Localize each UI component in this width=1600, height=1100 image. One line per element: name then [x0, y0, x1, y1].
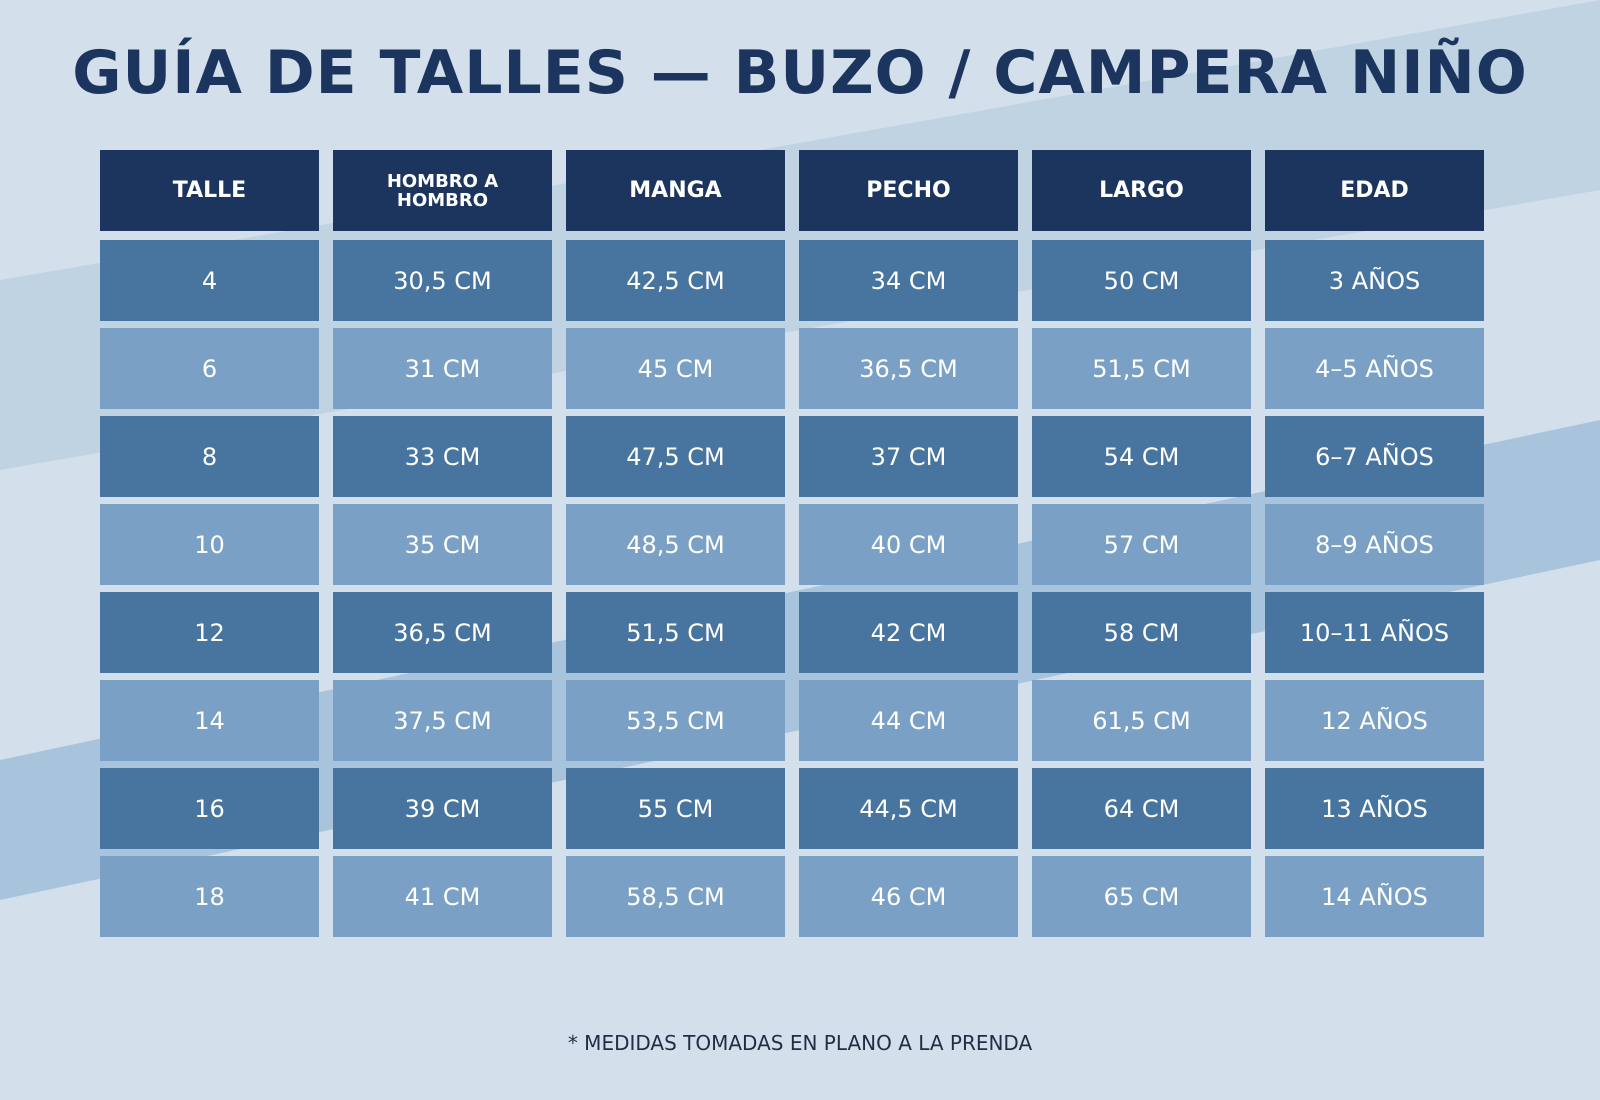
table-cell: 33 CM: [333, 416, 552, 497]
table-cell: 4–5 AÑOS: [1265, 328, 1484, 409]
table-cell: 39 CM: [333, 768, 552, 849]
title: GUÍA DE TALLES — BUZO / CAMPERA NIÑO: [72, 38, 1528, 108]
table-cell: 8–9 AÑOS: [1265, 504, 1484, 585]
table-cell: 12 AÑOS: [1265, 680, 1484, 761]
table-cell: 36,5 CM: [799, 328, 1018, 409]
table-cell: 47,5 CM: [566, 416, 785, 497]
table-cell: 50 CM: [1032, 240, 1251, 321]
table-cell: 36,5 CM: [333, 592, 552, 673]
table-cell: 10: [100, 504, 319, 585]
table-cell: 48,5 CM: [566, 504, 785, 585]
footnote: * MEDIDAS TOMADAS EN PLANO A LA PRENDA: [567, 1031, 1033, 1055]
table-cell: 51,5 CM: [1032, 328, 1251, 409]
table-cell: 37,5 CM: [333, 680, 552, 761]
table-cell: 46 CM: [799, 856, 1018, 937]
table-cell: 30,5 CM: [333, 240, 552, 321]
table-cell: 64 CM: [1032, 768, 1251, 849]
table-cell: 58 CM: [1032, 592, 1251, 673]
table-cell: 37 CM: [799, 416, 1018, 497]
table-cell: 12: [100, 592, 319, 673]
table-cell: 18: [100, 856, 319, 937]
table-cell: 6: [100, 328, 319, 409]
column-header: HOMBRO A HOMBRO: [333, 150, 552, 231]
table-cell: 44,5 CM: [799, 768, 1018, 849]
table-cell: 35 CM: [333, 504, 552, 585]
column-header: TALLE: [100, 150, 319, 231]
table-cell: 65 CM: [1032, 856, 1251, 937]
table-cell: 16: [100, 768, 319, 849]
column-header: MANGA: [566, 150, 785, 231]
column-header: PECHO: [799, 150, 1018, 231]
table-cell: 3 AÑOS: [1265, 240, 1484, 321]
table-cell: 4: [100, 240, 319, 321]
table-cell: 31 CM: [333, 328, 552, 409]
table-cell: 57 CM: [1032, 504, 1251, 585]
table-cell: 53,5 CM: [566, 680, 785, 761]
table-cell: 55 CM: [566, 768, 785, 849]
table-cell: 54 CM: [1032, 416, 1251, 497]
table-cell: 8: [100, 416, 319, 497]
table-cell: 58,5 CM: [566, 856, 785, 937]
table-cell: 45 CM: [566, 328, 785, 409]
table-cell: 44 CM: [799, 680, 1018, 761]
table-cell: 6–7 AÑOS: [1265, 416, 1484, 497]
table-cell: 10–11 AÑOS: [1265, 592, 1484, 673]
column-header: LARGO: [1032, 150, 1251, 231]
table-cell: 34 CM: [799, 240, 1018, 321]
column-header: EDAD: [1265, 150, 1484, 231]
table-cell: 14: [100, 680, 319, 761]
table-cell: 61,5 CM: [1032, 680, 1251, 761]
table-cell: 51,5 CM: [566, 592, 785, 673]
table-cell: 42,5 CM: [566, 240, 785, 321]
table-cell: 13 AÑOS: [1265, 768, 1484, 849]
table-cell: 14 AÑOS: [1265, 856, 1484, 937]
table-cell: 41 CM: [333, 856, 552, 937]
table-cell: 40 CM: [799, 504, 1018, 585]
table-cell: 42 CM: [799, 592, 1018, 673]
